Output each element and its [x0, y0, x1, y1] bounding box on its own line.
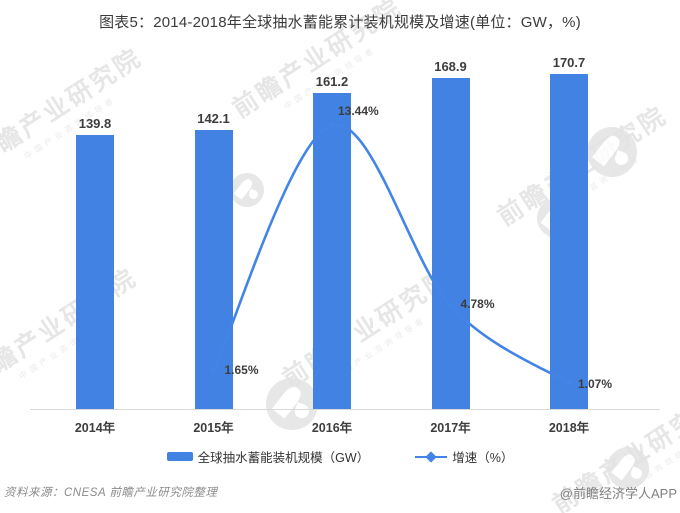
bar-2016 [313, 92, 351, 409]
line-point-2015 [210, 367, 217, 375]
growth-line-path [212, 123, 571, 385]
x-axis-label: 2018年 [548, 421, 590, 435]
x-axis-label: 2014年 [74, 421, 116, 435]
credit-badge: @前瞻经济学人APP [559, 486, 677, 501]
x-axis-label: 2015年 [193, 421, 234, 435]
line-point-2017 [447, 302, 454, 310]
bar-2017 [431, 77, 470, 409]
legend: 全球抽水蓄能装机规模（GW） 增速（%） [0, 447, 680, 466]
bar-value-label: 139.8 [78, 115, 112, 131]
chart-title: 图表5：2014-2018年全球抽水蓄能累计装机规模及增速(单位：GW，%) [99, 14, 581, 31]
x-axis-label: 2016年 [311, 421, 353, 435]
bar-2018 [550, 74, 588, 409]
source-note: 资料来源：CNESA 前瞻产业研究院整理 [4, 487, 218, 499]
bar-2014 [76, 134, 114, 409]
line-value-label: 1.65% [224, 363, 259, 378]
x-axis-line [30, 409, 660, 410]
line-value-label: 13.44% [338, 104, 379, 118]
bar-value-label: 142.1 [197, 111, 230, 127]
bar-value-label: 170.7 [552, 55, 586, 70]
bar-value-label: 168.9 [434, 58, 467, 74]
legend-line-marker-icon [415, 450, 448, 463]
line-point-2016 [328, 121, 336, 129]
line-point-2018 [565, 379, 573, 387]
bar-value-label: 161.2 [315, 73, 349, 89]
legend-item-bar: 全球抽水蓄能装机规模（GW） [166, 447, 370, 466]
line-value-label: 4.78% [460, 296, 495, 311]
legend-bar-label: 全球抽水蓄能装机规模（GW） [197, 451, 370, 465]
bar-2015 [194, 130, 233, 409]
legend-line-label: 增速（%） [452, 451, 514, 465]
line-value-label: 1.07% [578, 377, 613, 392]
x-axis-label: 2017年 [430, 421, 471, 435]
legend-bar-swatch [166, 452, 193, 461]
legend-item-line: 增速（%） [415, 447, 513, 466]
